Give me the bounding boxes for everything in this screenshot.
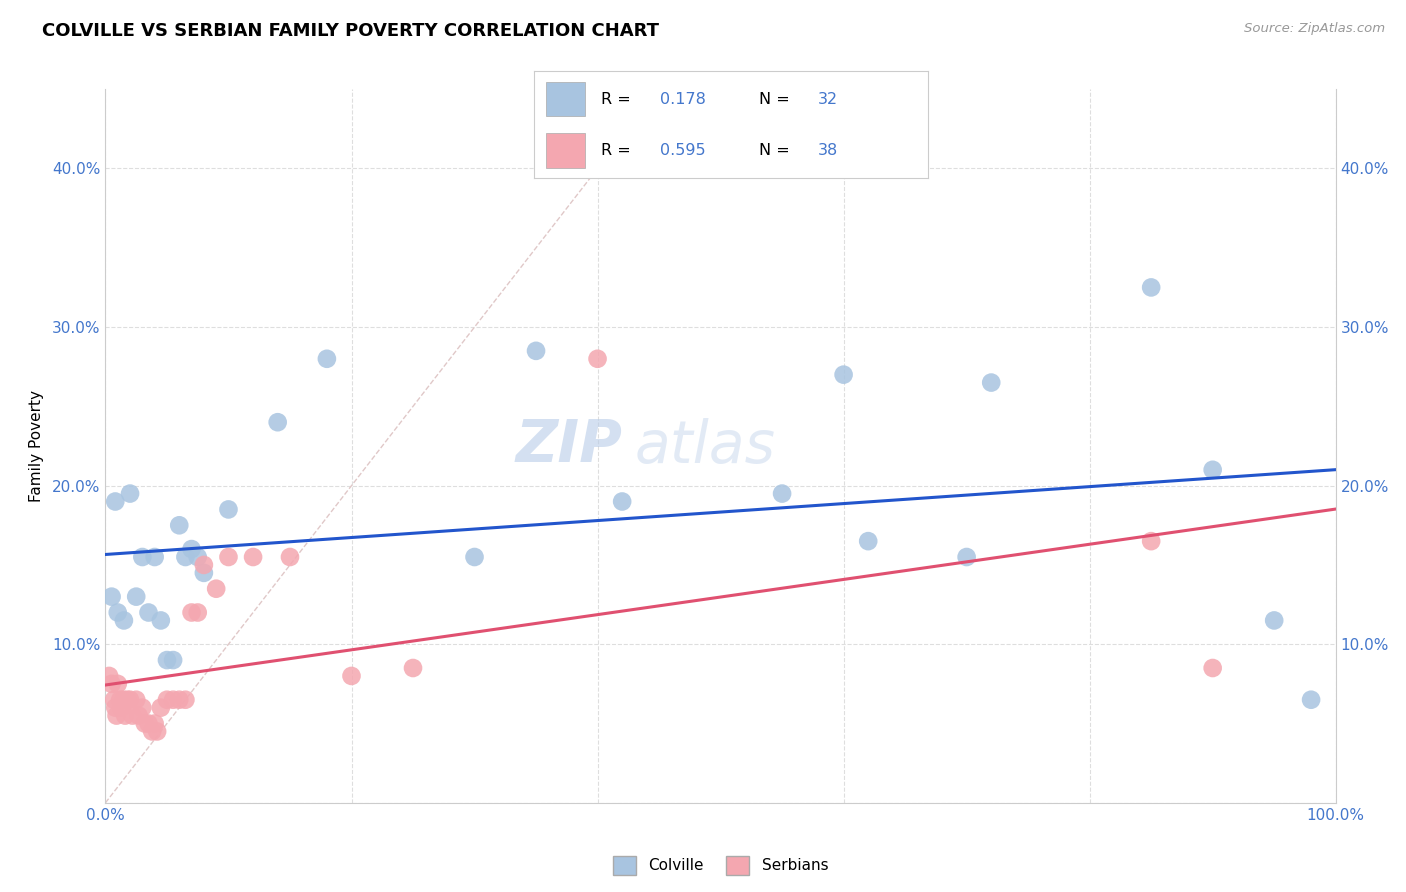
Point	[117, 692, 139, 706]
Point	[120, 486, 141, 500]
Point	[156, 653, 179, 667]
Point	[218, 549, 240, 564]
Point	[187, 606, 209, 620]
Text: N =: N =	[759, 92, 794, 107]
Text: 38: 38	[818, 143, 838, 158]
Point	[340, 669, 363, 683]
Point	[1301, 692, 1323, 706]
Point	[121, 708, 143, 723]
Point	[315, 351, 337, 366]
Point	[141, 724, 163, 739]
Point	[187, 549, 209, 564]
Point	[1140, 534, 1163, 549]
Point	[162, 653, 184, 667]
Point	[586, 351, 609, 366]
Point	[104, 494, 127, 508]
Point	[169, 518, 191, 533]
Point	[98, 669, 121, 683]
Text: R =: R =	[602, 92, 636, 107]
Point	[770, 486, 793, 500]
Point	[120, 692, 141, 706]
Point	[128, 708, 150, 723]
Point	[107, 606, 129, 620]
Point	[1263, 614, 1285, 628]
Legend: Colville, Serbians: Colville, Serbians	[607, 850, 834, 880]
Point	[1202, 661, 1225, 675]
Point	[138, 716, 160, 731]
Point	[278, 549, 301, 564]
Point	[218, 502, 240, 516]
Point	[402, 661, 425, 675]
Point	[138, 606, 160, 620]
Point	[193, 566, 215, 580]
Y-axis label: Family Poverty: Family Poverty	[28, 390, 44, 502]
Point	[149, 700, 172, 714]
Point	[242, 549, 264, 564]
Point	[146, 724, 169, 739]
Text: N =: N =	[759, 143, 794, 158]
Point	[131, 700, 153, 714]
Point	[149, 614, 172, 628]
Point	[980, 376, 1002, 390]
Point	[205, 582, 228, 596]
Point	[143, 549, 166, 564]
Point	[956, 549, 979, 564]
Point	[104, 700, 127, 714]
Point	[125, 692, 148, 706]
Point	[112, 692, 135, 706]
Text: Source: ZipAtlas.com: Source: ZipAtlas.com	[1244, 22, 1385, 36]
Point	[131, 549, 153, 564]
Text: 32: 32	[818, 92, 838, 107]
Point	[610, 494, 633, 508]
Point	[134, 716, 156, 731]
Bar	[546, 134, 585, 168]
Point	[1202, 463, 1225, 477]
Point	[143, 716, 166, 731]
Point	[1140, 280, 1163, 294]
Point	[114, 708, 136, 723]
Point	[125, 590, 148, 604]
Bar	[546, 82, 585, 116]
Point	[174, 549, 197, 564]
Point	[267, 415, 290, 429]
Text: atlas: atlas	[634, 417, 776, 475]
Point	[162, 692, 184, 706]
Point	[112, 614, 135, 628]
Text: R =: R =	[602, 143, 636, 158]
Point	[100, 677, 122, 691]
Point	[180, 542, 202, 557]
Point	[524, 343, 547, 358]
Text: 0.178: 0.178	[661, 92, 706, 107]
Point	[110, 700, 132, 714]
Point	[193, 558, 215, 572]
Text: COLVILLE VS SERBIAN FAMILY POVERTY CORRELATION CHART: COLVILLE VS SERBIAN FAMILY POVERTY CORRE…	[42, 22, 659, 40]
Point	[156, 692, 179, 706]
Text: 0.595: 0.595	[661, 143, 706, 158]
Text: ZIP: ZIP	[515, 417, 621, 475]
Point	[110, 692, 132, 706]
Point	[105, 708, 128, 723]
Point	[858, 534, 880, 549]
Point	[174, 692, 197, 706]
Point	[103, 692, 125, 706]
Point	[464, 549, 486, 564]
Point	[180, 606, 202, 620]
Point	[832, 368, 855, 382]
Point	[100, 590, 122, 604]
Point	[169, 692, 191, 706]
Point	[107, 677, 129, 691]
